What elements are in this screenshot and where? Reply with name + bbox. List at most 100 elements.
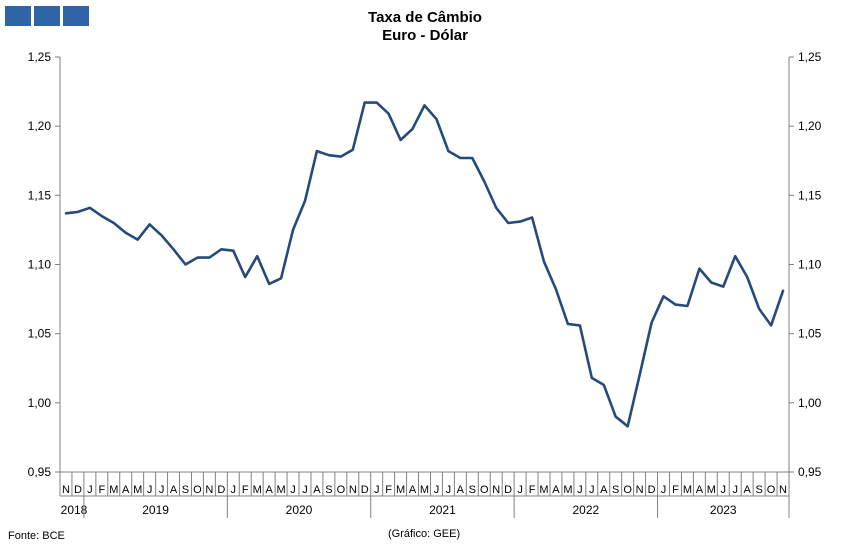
x-tick-label-month: J (159, 484, 165, 496)
data-point (770, 324, 773, 327)
data-point (758, 307, 761, 310)
data-point (124, 231, 127, 234)
data-point (614, 415, 617, 418)
y-tick-label-right: 1,25 (798, 50, 822, 64)
y-tick-label-left: 0,95 (28, 465, 52, 479)
x-tick-label-month: A (170, 484, 178, 496)
data-point (101, 215, 104, 218)
data-point (208, 256, 211, 259)
y-tick-label-right: 1,20 (798, 119, 822, 133)
y-tick-label-left: 1,05 (28, 327, 52, 341)
x-tick-label-month: A (122, 484, 130, 496)
x-tick-label-month: M (396, 484, 405, 496)
x-tick-label-month: J (374, 484, 380, 496)
x-tick-label-month: J (302, 484, 308, 496)
data-point (447, 150, 450, 153)
data-point (591, 377, 594, 380)
y-tick-label-left: 1,00 (28, 396, 52, 410)
x-tick-label-month: S (612, 484, 619, 496)
x-tick-label-month: D (74, 484, 82, 496)
data-point (387, 112, 390, 115)
data-point (782, 289, 785, 292)
data-point (184, 263, 187, 266)
x-tick-label-month: O (193, 484, 202, 496)
x-tick-label-month: M (277, 484, 286, 496)
x-tick-label-month: A (457, 484, 465, 496)
x-tick-label-month: O (337, 484, 346, 496)
x-tick-label-month: A (744, 484, 752, 496)
data-point (268, 283, 271, 286)
data-point (626, 425, 629, 428)
x-tick-label-month: D (361, 484, 369, 496)
data-point (399, 139, 402, 142)
data-point (423, 104, 426, 107)
y-tick-label-right: 0,95 (798, 465, 822, 479)
data-point (602, 384, 605, 387)
x-tick-label-month: A (313, 484, 321, 496)
x-tick-label-year: 2022 (572, 503, 599, 517)
data-point (351, 148, 354, 151)
series-line-eur-usd (64, 101, 785, 428)
x-tick-label-month: N (349, 484, 357, 496)
data-point (471, 157, 474, 160)
data-point (363, 101, 366, 104)
x-tick-label-month: O (623, 484, 632, 496)
x-tick-label-month: M (133, 484, 142, 496)
x-tick-label-month: F (385, 484, 392, 496)
chart-title: Taxa de Câmbio (368, 9, 482, 26)
data-point (160, 234, 163, 237)
data-point (579, 324, 582, 327)
x-tick-label-year: 2019 (142, 503, 169, 517)
data-point (77, 211, 80, 214)
data-point (172, 248, 175, 251)
y-tick-label-left: 1,15 (28, 188, 52, 202)
x-tick-label-month: S (325, 484, 332, 496)
data-point (483, 180, 486, 183)
y-tick-label-left: 1,25 (28, 50, 52, 64)
x-tick-label-month: J (732, 484, 738, 496)
x-tick-label-month: J (290, 484, 296, 496)
x-tick-label-month: A (265, 484, 273, 496)
x-tick-label-month: N (205, 484, 213, 496)
data-point (746, 276, 749, 279)
x-tick-label-month: M (253, 484, 262, 496)
x-tick-label-month: M (563, 484, 572, 496)
data-point (543, 260, 546, 263)
x-tick-label-month: N (492, 484, 500, 496)
data-point (531, 216, 534, 219)
data-point (674, 303, 677, 306)
x-tick-label-month: S (469, 484, 476, 496)
x-tick-label-month: D (504, 484, 512, 496)
y-tick-label-right: 1,15 (798, 188, 822, 202)
x-tick-label-month: M (539, 484, 548, 496)
x-tick-label-month: J (577, 484, 583, 496)
x-tick-label-month: M (683, 484, 692, 496)
x-tick-label-month: J (147, 484, 153, 496)
data-point (280, 277, 283, 280)
data-point (638, 374, 641, 377)
x-tick-label-month: F (529, 484, 536, 496)
data-point (459, 157, 462, 160)
data-point (710, 281, 713, 284)
data-point (686, 305, 689, 308)
x-tick-label-month: N (636, 484, 644, 496)
logo-block (34, 6, 60, 26)
data-point (495, 206, 498, 209)
data-point (196, 256, 199, 259)
data-point (555, 288, 558, 291)
data-point (411, 128, 414, 131)
y-tick-label-right: 1,00 (798, 396, 822, 410)
data-point (148, 223, 151, 226)
logo-block (5, 6, 31, 26)
data-point (65, 212, 68, 215)
logo-block (63, 6, 89, 26)
x-tick-label-month: J (661, 484, 667, 496)
x-tick-label-month: M (420, 484, 429, 496)
chart-subtitle: Euro - Dólar (382, 27, 468, 44)
data-point (112, 222, 115, 225)
data-point (507, 222, 510, 225)
data-point (722, 285, 725, 288)
x-tick-label-month: A (600, 484, 608, 496)
x-tick-label-month: J (517, 484, 523, 496)
data-point (136, 238, 139, 241)
